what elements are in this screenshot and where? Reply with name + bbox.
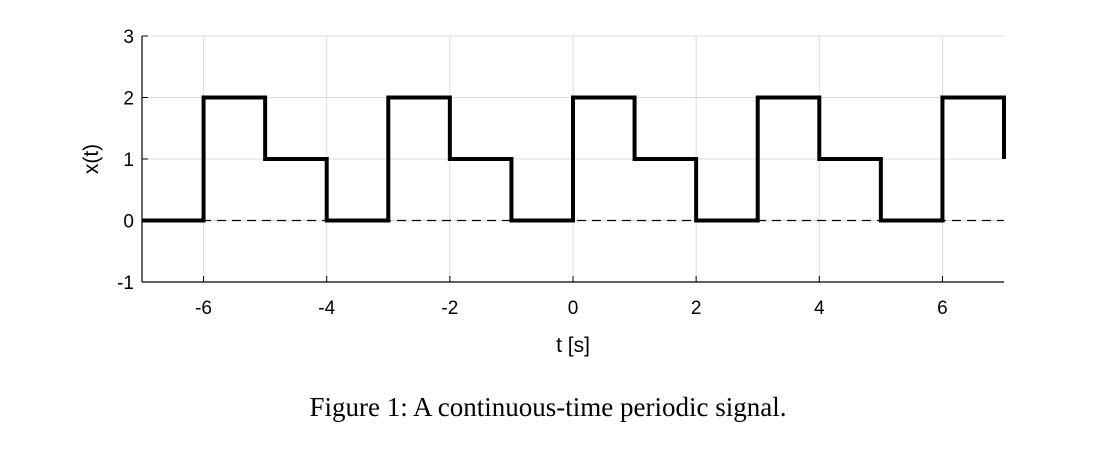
x-axis-label: t [s] [556, 334, 590, 357]
x-tick-label: -4 [318, 298, 335, 319]
figure-caption: Figure 1: A continuous-time periodic sig… [309, 392, 787, 422]
chart: -6 -4 -2 0 2 4 6 -1 0 1 2 3 t [s] x(t) [80, 27, 1006, 357]
signal-line [142, 95, 1006, 223]
series-group [142, 95, 1006, 223]
x-tick-label: 6 [937, 298, 948, 319]
tick-labels: -6 -4 -2 0 2 4 6 -1 0 1 2 3 [117, 27, 948, 319]
y-tick-label: 3 [123, 27, 134, 48]
x-tick-label: 2 [691, 298, 702, 319]
y-axis-label: x(t) [80, 144, 103, 174]
x-tick-label: -2 [441, 298, 458, 319]
x-tick-label: 4 [814, 298, 825, 319]
y-tick-label: 1 [123, 150, 134, 171]
y-tick-label: 2 [123, 89, 134, 110]
y-tick-label: 0 [123, 212, 134, 233]
x-tick-label: -6 [195, 298, 212, 319]
y-tick-label: -1 [117, 273, 134, 294]
x-tick-label: 0 [568, 298, 579, 319]
